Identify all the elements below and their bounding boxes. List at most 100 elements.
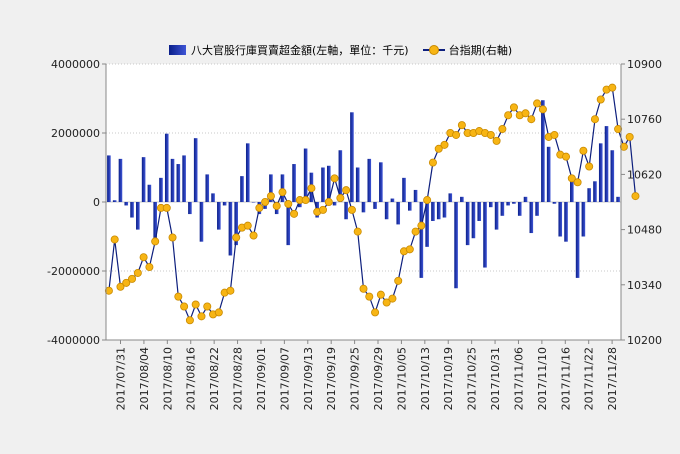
bar <box>124 202 129 206</box>
bar <box>436 202 441 220</box>
right-tick-label: 10200 <box>627 334 662 347</box>
line-point <box>301 196 310 205</box>
x-tick-label: 2017/09/01 <box>255 347 268 410</box>
line-point <box>162 203 171 212</box>
left-tick-label: 0 <box>93 196 100 209</box>
bar <box>112 200 117 202</box>
x-tick-label: 2017/10/19 <box>442 347 455 410</box>
bar <box>523 196 528 202</box>
line-point <box>174 292 183 301</box>
right-tick-label: 10900 <box>627 58 662 71</box>
line-point <box>405 245 414 254</box>
x-tick-label: 2017/10/31 <box>489 347 502 410</box>
bar <box>136 202 140 230</box>
bar <box>245 143 250 202</box>
right-tick-label: 10620 <box>627 168 662 181</box>
line-point <box>324 197 333 206</box>
bar <box>552 202 557 204</box>
bar <box>269 174 273 202</box>
bar <box>390 198 395 202</box>
bar <box>211 193 215 202</box>
x-tick-label: 2017/08/10 <box>161 347 174 410</box>
line-point <box>110 235 119 244</box>
line-point <box>330 174 339 183</box>
bar <box>332 202 337 206</box>
legend-bar-swatch <box>169 45 186 55</box>
bar <box>535 202 539 216</box>
bar <box>500 202 505 216</box>
line-point <box>203 302 212 311</box>
bar <box>234 202 238 246</box>
legend-bar-label: 八大官股行庫買賣超金額(左軸，單位：千元) <box>191 44 409 57</box>
bar <box>541 100 545 202</box>
bar <box>159 177 163 202</box>
line-point <box>336 194 345 203</box>
bar <box>141 157 146 202</box>
bar <box>217 202 221 230</box>
right-tick-label: 10760 <box>627 113 662 126</box>
line-point <box>509 103 518 112</box>
bar <box>107 155 111 202</box>
bar <box>460 196 464 202</box>
line-point <box>307 184 316 193</box>
line-point <box>434 144 443 153</box>
bar <box>425 202 429 247</box>
bar <box>286 202 291 246</box>
bar <box>130 202 134 218</box>
x-tick-label: 2017/11/06 <box>512 347 525 410</box>
bar <box>419 202 424 278</box>
line-point <box>567 174 576 183</box>
bar <box>303 148 308 202</box>
line-point <box>197 312 206 321</box>
line-point <box>452 130 461 139</box>
bar <box>604 126 609 202</box>
x-tick-label: 2017/11/28 <box>606 347 619 410</box>
line-point <box>382 298 391 307</box>
bar <box>118 158 123 202</box>
bar <box>494 202 499 230</box>
line-point <box>619 142 628 151</box>
line-point <box>562 152 571 161</box>
bar <box>581 202 586 237</box>
bar <box>367 158 372 202</box>
legend-line-label: 台指期(右軸) <box>448 44 513 57</box>
line-point <box>151 237 160 246</box>
bar <box>564 202 568 242</box>
x-tick-label: 2017/10/25 <box>466 347 479 410</box>
line-point <box>457 121 466 130</box>
line-point <box>191 300 200 309</box>
line-point <box>590 115 599 124</box>
line-point <box>625 132 634 141</box>
bar <box>610 150 615 202</box>
bar <box>292 164 296 202</box>
bar <box>361 202 366 213</box>
x-tick-label: 2017/09/19 <box>325 347 338 410</box>
line-point <box>290 209 299 218</box>
line-point <box>104 286 113 295</box>
right-tick-label: 10340 <box>627 279 662 292</box>
bar <box>344 202 348 220</box>
line-point <box>608 83 617 92</box>
x-tick-label: 2017/10/13 <box>419 347 432 410</box>
line-point <box>585 162 594 171</box>
line-point <box>533 99 542 108</box>
line-point <box>353 227 362 236</box>
bar <box>546 146 551 202</box>
bar <box>222 202 227 206</box>
bar <box>176 164 181 202</box>
bar <box>471 202 476 239</box>
bar <box>593 181 597 202</box>
bar <box>517 202 522 216</box>
line-point <box>261 197 270 206</box>
right-tick-label: 10480 <box>627 224 662 237</box>
line-point <box>579 146 588 155</box>
line-point <box>411 227 420 236</box>
bar <box>489 202 493 208</box>
bar <box>240 176 244 202</box>
x-tick-label: 2017/09/25 <box>349 347 362 410</box>
left-tick-label: -2000000 <box>47 265 100 278</box>
line-point <box>255 203 264 212</box>
bar <box>407 202 412 211</box>
legend-item-bars: 八大官股行庫買賣超金額(左軸，單位：千元) <box>169 42 409 58</box>
bar <box>570 179 574 202</box>
